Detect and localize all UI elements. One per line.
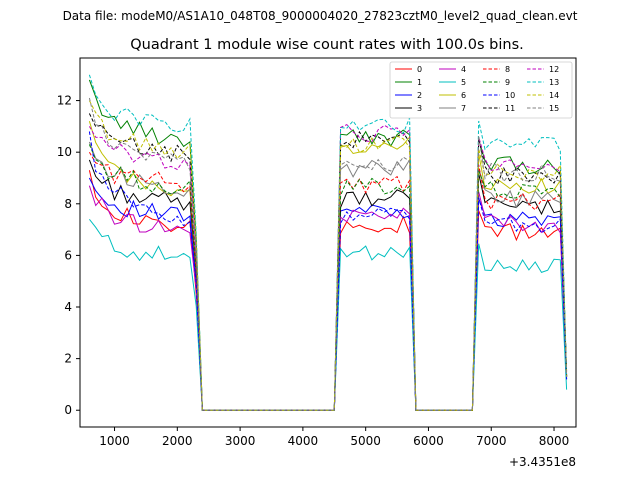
- series-line-10: [88, 131, 568, 411]
- legend-label: 13: [549, 78, 559, 87]
- series-line-14: [88, 100, 568, 411]
- x-axis: 1000 2000 3000 4000 5000 6000 7000 8000: [99, 427, 569, 448]
- legend-label: 15: [549, 104, 559, 113]
- legend-label: 2: [417, 91, 422, 100]
- y-tick-label: 0: [64, 403, 72, 417]
- series-lines: [88, 74, 568, 411]
- data-file-suptitle: Data file: modeM0/AS1A10_048T08_90000040…: [63, 9, 578, 23]
- series-line-2: [88, 177, 568, 411]
- legend-label: 3: [417, 104, 422, 113]
- x-tick-label: 2000: [162, 434, 193, 448]
- series-line-9: [88, 144, 568, 411]
- y-tick-label: 12: [57, 94, 72, 108]
- legend-label: 8: [505, 65, 510, 74]
- x-tick-label: 4000: [288, 434, 319, 448]
- x-tick-label: 3000: [225, 434, 256, 448]
- axes-frame: [79, 57, 577, 428]
- legend-label: 7: [461, 104, 466, 113]
- legend-label: 0: [417, 65, 422, 74]
- legend-box: [389, 61, 573, 119]
- x-tick-label: 5000: [350, 434, 381, 448]
- y-tick-label: 4: [64, 300, 72, 314]
- series-line-4: [88, 185, 568, 411]
- legend-label: 10: [505, 91, 515, 100]
- x-offset-label: +3.4351e8: [509, 455, 576, 469]
- x-tick-label: 7000: [476, 434, 507, 448]
- legend-label: 14: [549, 91, 559, 100]
- series-line-15: [88, 97, 568, 411]
- legend-label: 9: [505, 78, 510, 87]
- y-tick-label: 6: [64, 248, 72, 262]
- y-tick-label: 2: [64, 352, 72, 366]
- series-line-0: [88, 170, 568, 411]
- series-line-3: [88, 159, 568, 411]
- legend-label: 11: [505, 104, 515, 113]
- series-line-12: [88, 123, 568, 411]
- y-axis: 0 2 4 6 8 10 12: [57, 94, 80, 417]
- x-tick-label: 1000: [99, 434, 130, 448]
- chart-title: Quadrant 1 module wise count rates with …: [130, 37, 524, 53]
- series-line-11: [88, 113, 568, 411]
- legend-label: 5: [461, 78, 466, 87]
- y-tick-label: 8: [64, 197, 72, 211]
- x-tick-label: 8000: [539, 434, 570, 448]
- series-line-13: [88, 74, 568, 411]
- legend-label: 4: [461, 65, 466, 74]
- legend-label: 6: [461, 91, 466, 100]
- legend-label: 1: [417, 78, 422, 87]
- series-line-5: [89, 218, 568, 411]
- legend-label: 12: [549, 65, 559, 74]
- x-tick-label: 6000: [413, 434, 444, 448]
- series-line-8: [88, 151, 568, 411]
- y-tick-label: 10: [57, 145, 72, 159]
